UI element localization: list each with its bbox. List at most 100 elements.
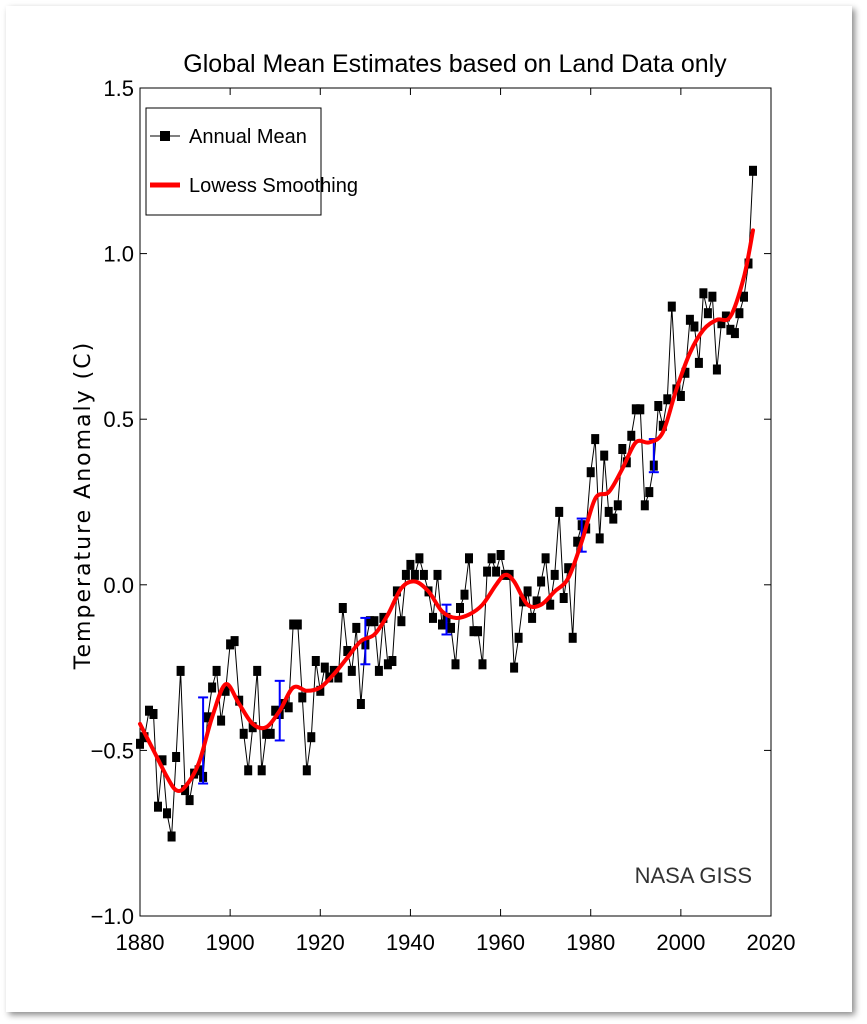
annual-mean-point	[289, 619, 298, 630]
annual-mean-point	[356, 699, 365, 709]
annual-mean-point	[365, 616, 374, 627]
annual-mean-point	[239, 728, 248, 739]
annual-mean-point	[230, 636, 239, 647]
annual-mean-point	[631, 404, 640, 415]
annual-mean-point	[496, 550, 505, 560]
annual-mean-point	[595, 533, 604, 544]
annual-mean-point	[406, 559, 415, 570]
annual-mean-point	[154, 801, 162, 812]
annual-mean-point	[307, 732, 316, 743]
x-tick-label: 1880	[116, 930, 165, 955]
annual-mean-point	[627, 430, 636, 441]
annual-mean-point	[663, 394, 672, 405]
annual-mean-point	[253, 665, 262, 676]
annual-mean-point	[226, 639, 235, 650]
annual-mean-point	[410, 569, 419, 580]
legend-annual-marker	[160, 131, 170, 141]
annual-mean-point	[320, 662, 329, 673]
annual-mean-point	[145, 705, 153, 716]
y-tick-label: 1.0	[103, 242, 134, 267]
annual-mean-point	[613, 500, 622, 511]
annual-mean-point	[703, 308, 712, 319]
annual-mean-point	[699, 288, 708, 299]
annual-mean-point	[478, 659, 487, 670]
annual-mean-point	[528, 612, 537, 623]
annual-mean-point	[140, 732, 149, 743]
annual-mean-point	[194, 765, 203, 776]
lowess-smoothing-line	[138, 228, 755, 793]
annual-mean-point	[172, 752, 181, 762]
annual-mean-point	[564, 563, 573, 574]
annual-mean-point	[555, 506, 564, 517]
annual-mean-point	[685, 314, 694, 325]
annual-mean-point	[460, 589, 469, 600]
annual-mean-point	[483, 566, 492, 577]
annual-mean-point	[749, 165, 757, 176]
annual-mean-point	[284, 702, 293, 713]
annual-mean-point	[740, 291, 748, 302]
annual-mean-point	[374, 665, 383, 676]
annual-mean-point	[203, 712, 212, 723]
annual-mean-point	[654, 401, 663, 411]
annual-mean-point	[433, 569, 442, 580]
annual-mean-point	[262, 728, 271, 739]
x-tick-label: 1940	[386, 930, 435, 955]
annual-mean-point	[640, 500, 649, 511]
annual-mean-point	[167, 831, 176, 842]
y-tick-labels: −1.0 −0.5 0.0 0.5 1.0 1.5	[91, 76, 134, 929]
y-tick-label: 0.0	[103, 573, 134, 598]
annual-mean-point	[550, 569, 559, 580]
lowess-series	[138, 228, 755, 793]
x-tick-label: 2000	[656, 930, 705, 955]
x-tick-label: 1900	[206, 930, 255, 955]
annual-mean-point	[573, 536, 582, 547]
annual-mean-point	[532, 596, 541, 607]
annual-mean-point	[181, 785, 190, 796]
annual-mean-point	[271, 705, 280, 716]
annual-mean-point	[636, 404, 645, 415]
annual-mean-point	[537, 576, 546, 587]
annual-mean-point	[352, 622, 361, 633]
annual-mean-point	[726, 324, 735, 335]
annual-mean-point	[158, 755, 167, 766]
annual-mean-point	[438, 619, 446, 630]
annual-mean-point	[401, 569, 410, 580]
annual-mean-point	[149, 709, 158, 719]
annual-mean-point	[676, 391, 685, 401]
annual-mean-point	[311, 656, 320, 666]
annual-mean-point	[176, 665, 185, 676]
annual-mean-point	[600, 450, 609, 461]
chart-title: Global Mean Estimates based on Land Data…	[183, 50, 727, 78]
annual-mean-point	[456, 603, 464, 613]
x-tick-label: 1920	[296, 930, 345, 955]
annual-mean-point	[690, 321, 699, 332]
annual-mean-point	[248, 722, 257, 733]
annual-mean-point	[658, 420, 667, 431]
annual-mean-point	[163, 808, 171, 819]
annual-mean-point	[316, 685, 325, 696]
annual-mean-point	[244, 765, 253, 776]
annual-mean-point	[523, 586, 532, 597]
annual-mean-point	[667, 301, 676, 312]
annual-mean-point	[591, 434, 600, 445]
annual-mean-point	[208, 682, 217, 693]
annual-mean-point	[257, 765, 266, 776]
annual-mean-point	[392, 586, 401, 597]
axis-ticks	[139, 87, 772, 917]
annual-mean-point	[383, 659, 392, 670]
annual-mean-point	[388, 656, 397, 666]
annual-mean-point	[370, 616, 379, 627]
annual-mean-point	[492, 566, 501, 577]
annual-mean-point	[415, 553, 424, 564]
annual-mean-point	[465, 553, 473, 564]
annual-mean-point	[212, 665, 221, 676]
annual-mean-point	[329, 665, 338, 676]
annual-mean-point	[708, 291, 717, 302]
annual-mean-point	[343, 646, 352, 656]
annual-mean-point	[469, 626, 478, 637]
y-tick-label: 0.5	[103, 407, 134, 432]
annual-mean-point	[293, 619, 302, 630]
y-tick-label: −1.0	[91, 904, 134, 929]
y-axis-label: Temperature Anomaly (C)	[71, 341, 96, 670]
